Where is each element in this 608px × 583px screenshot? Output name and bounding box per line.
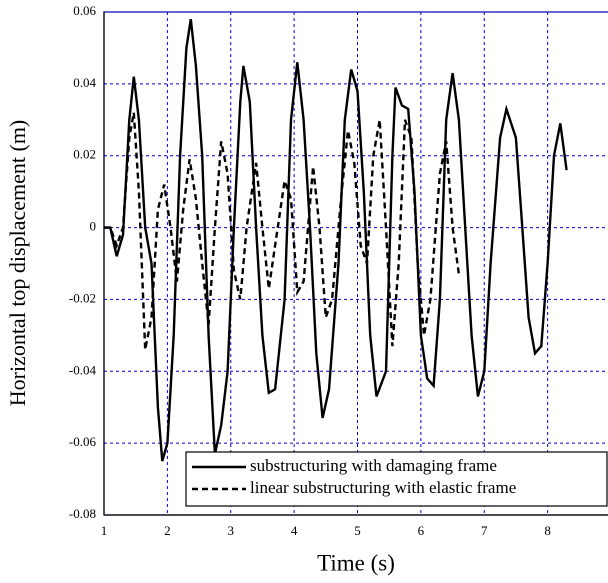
legend-box	[185, 451, 608, 507]
x-tick-label: 3	[228, 523, 235, 538]
x-tick-label: 5	[354, 523, 361, 538]
y-tick-label: -0.06	[69, 434, 97, 449]
x-axis-label: Time (s)	[317, 550, 395, 575]
x-tick-label: 1	[101, 523, 108, 538]
x-tick-label: 4	[291, 523, 298, 538]
data-line	[104, 19, 568, 462]
y-tick-label: -0.08	[69, 506, 96, 521]
x-tick-label: 2	[164, 523, 171, 538]
y-tick-label: 0.02	[73, 147, 96, 162]
x-tick-label: 7	[481, 523, 488, 538]
y-tick-label: -0.04	[69, 362, 97, 377]
y-tick-label: 0.06	[73, 3, 96, 18]
legend-label: substructuring with damaging frame	[250, 456, 497, 475]
x-tick-label: 8	[544, 523, 551, 538]
x-tick-label: 6	[418, 523, 425, 538]
data-line	[104, 112, 461, 350]
y-tick-label: -0.02	[69, 290, 96, 305]
y-axis-label: Horizontal top displacement (m)	[5, 120, 30, 407]
y-tick-label: 0.04	[73, 75, 96, 90]
legend-label: linear substructuring with elastic frame	[250, 478, 516, 497]
y-tick-label: 0	[90, 219, 97, 234]
